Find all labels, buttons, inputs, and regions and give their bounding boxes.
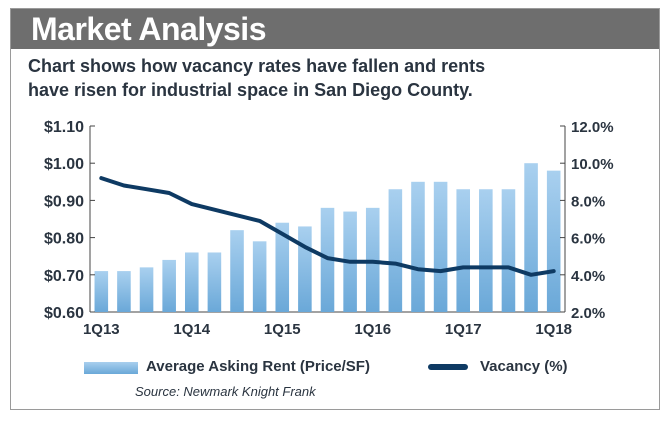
bar-3Q14 <box>230 230 244 312</box>
y-left-tick-label: $0.60 <box>44 305 84 322</box>
x-tick-label: 1Q16 <box>354 321 391 338</box>
bar-4Q14 <box>252 241 267 312</box>
y-right-tick-label: 12.0% <box>571 119 614 136</box>
page-title: Market Analysis <box>31 11 266 47</box>
x-tick-label: 1Q14 <box>173 321 210 338</box>
bar-1Q14 <box>185 252 199 312</box>
bar-2Q16 <box>388 189 403 312</box>
bar-4Q13 <box>162 259 176 312</box>
y-left-tick-label: $0.70 <box>44 268 84 285</box>
x-tick-label: 1Q15 <box>264 321 301 338</box>
bar-1Q18 <box>546 170 561 312</box>
source-note: Source: Newmark Knight Frank <box>135 384 316 399</box>
legend-bar-label: Average Asking Rent (Price/SF) <box>146 358 370 375</box>
bar-2Q17 <box>479 189 493 312</box>
bar-1Q13 <box>94 271 109 312</box>
bar-3Q16 <box>411 181 425 312</box>
bar-2Q14 <box>207 252 222 312</box>
legend-line-label: Vacancy (%) <box>480 358 568 375</box>
bar-1Q17 <box>456 189 470 312</box>
y-right-tick-label: 8.0% <box>571 193 605 210</box>
y-left-tick-label: $1.00 <box>44 156 84 173</box>
subtitle-line-2: have risen for industrial space in San D… <box>28 80 473 100</box>
subtitle-line-1: Chart shows how vacancy rates have falle… <box>28 56 486 76</box>
y-left-tick-label: $1.10 <box>44 119 84 136</box>
bar-4Q16 <box>433 181 448 312</box>
y-left-tick-label: $0.80 <box>44 231 84 248</box>
bar-2Q13 <box>117 271 131 312</box>
bar-4Q17 <box>524 163 538 312</box>
x-tick-label: 1Q17 <box>445 321 482 338</box>
title-banner: Market Analysis <box>11 9 659 49</box>
y-right-tick-label: 2.0% <box>571 305 605 322</box>
bar-1Q15 <box>275 222 290 312</box>
bar-3Q13 <box>139 267 154 312</box>
bar-2Q15 <box>298 226 312 312</box>
chart-subtitle: Chart shows how vacancy rates have falle… <box>28 54 628 102</box>
y-right-tick-label: 10.0% <box>571 156 614 173</box>
vacancy-line <box>99 176 556 277</box>
y-left-tick-label: $0.90 <box>44 193 84 210</box>
x-tick-label: 1Q18 <box>535 321 572 338</box>
y-right-tick-label: 4.0% <box>571 268 605 285</box>
bar-3Q17 <box>501 189 516 312</box>
y-right-tick-label: 6.0% <box>571 231 605 248</box>
x-tick-label: 1Q13 <box>83 321 120 338</box>
legend-line-swatch <box>428 364 468 370</box>
legend-bar-swatch <box>84 362 138 374</box>
